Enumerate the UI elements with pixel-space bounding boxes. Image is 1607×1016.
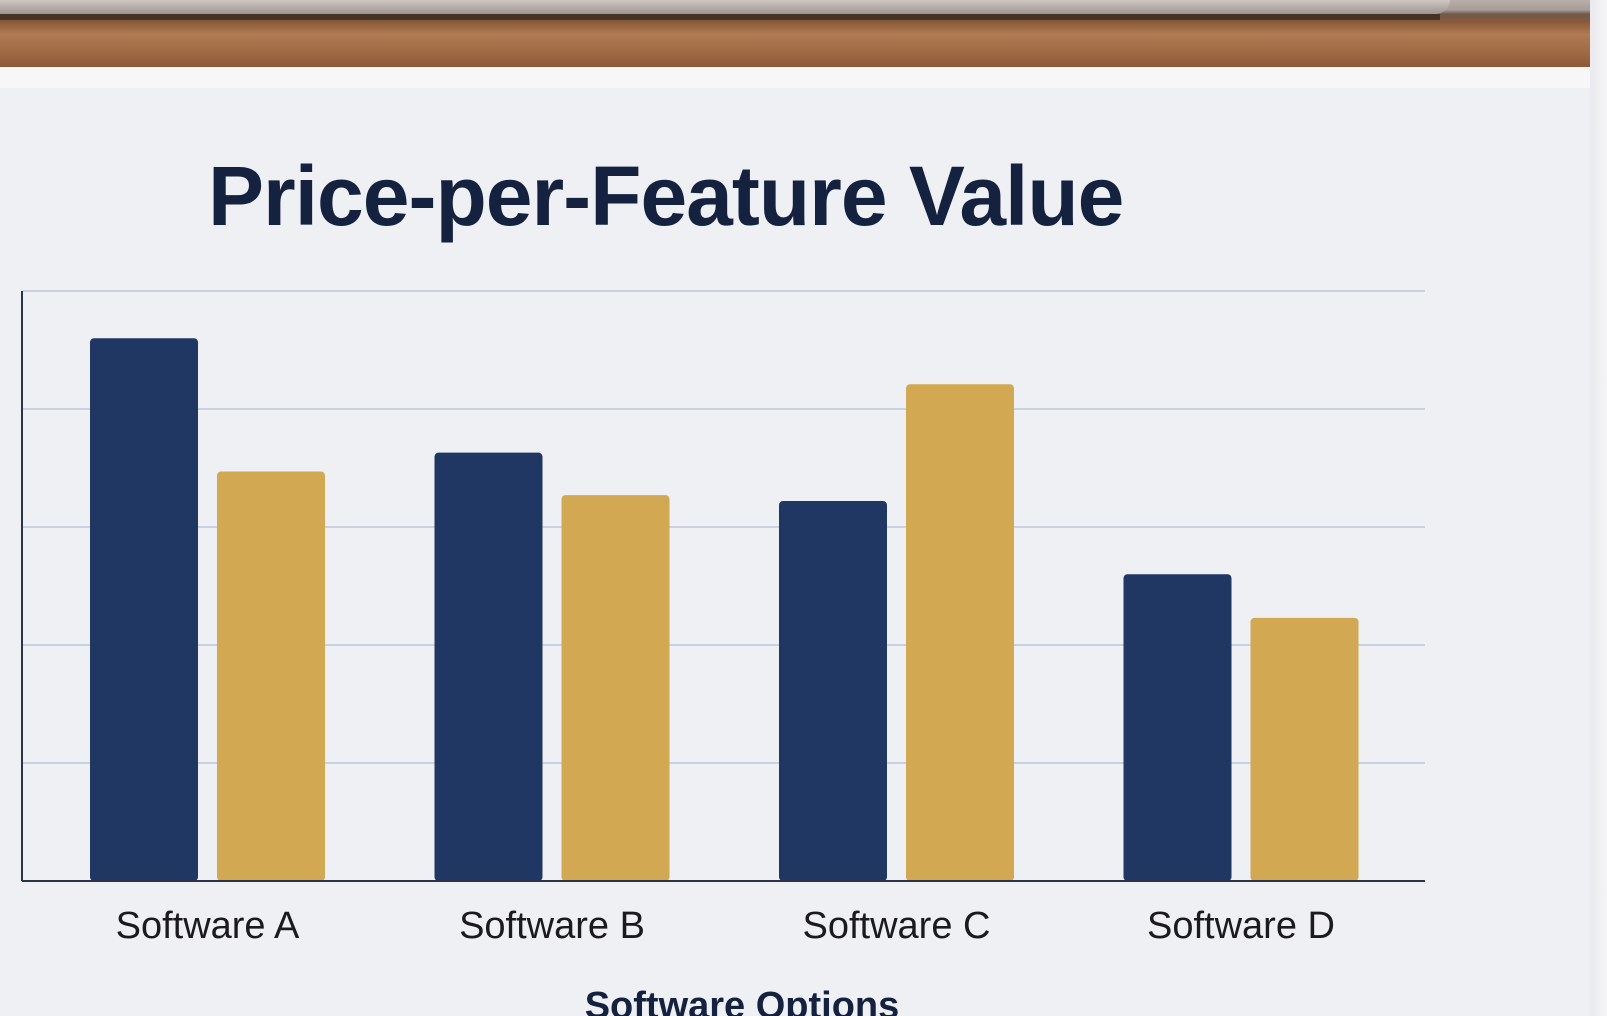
bar-software-c-2 (906, 384, 1014, 881)
x-axis-title: Software Options (585, 985, 900, 1016)
axes (21, 291, 1425, 882)
bars (90, 338, 1359, 881)
bar-software-a-2 (217, 471, 325, 881)
category-labels: Software A Software B Software C Software D (116, 905, 1335, 947)
chart-card: Price-per-Feature Value Software A Softwa… (0, 88, 1590, 1016)
x-tick-label: Software B (459, 905, 645, 947)
chart-title: Price-per-Feature Value (208, 149, 1124, 243)
bar-software-d-2 (1250, 617, 1359, 881)
bar-software-d-1 (1123, 574, 1232, 881)
bar-software-b-1 (434, 452, 543, 881)
photo-strip (0, 0, 1590, 67)
bar-software-b-2 (561, 495, 670, 881)
laptop-shadow (0, 14, 1440, 20)
laptop-edge (0, 0, 1450, 14)
bar-chart: Software A Software B Software C Software D… (21, 290, 1425, 1016)
bar-software-c-1 (779, 501, 887, 881)
page-edge (1590, 0, 1607, 1016)
x-tick-label: Software A (116, 905, 300, 947)
x-tick-label: Software C (803, 905, 991, 947)
bar-software-a-1 (90, 338, 198, 881)
x-tick-label: Software D (1147, 905, 1335, 947)
